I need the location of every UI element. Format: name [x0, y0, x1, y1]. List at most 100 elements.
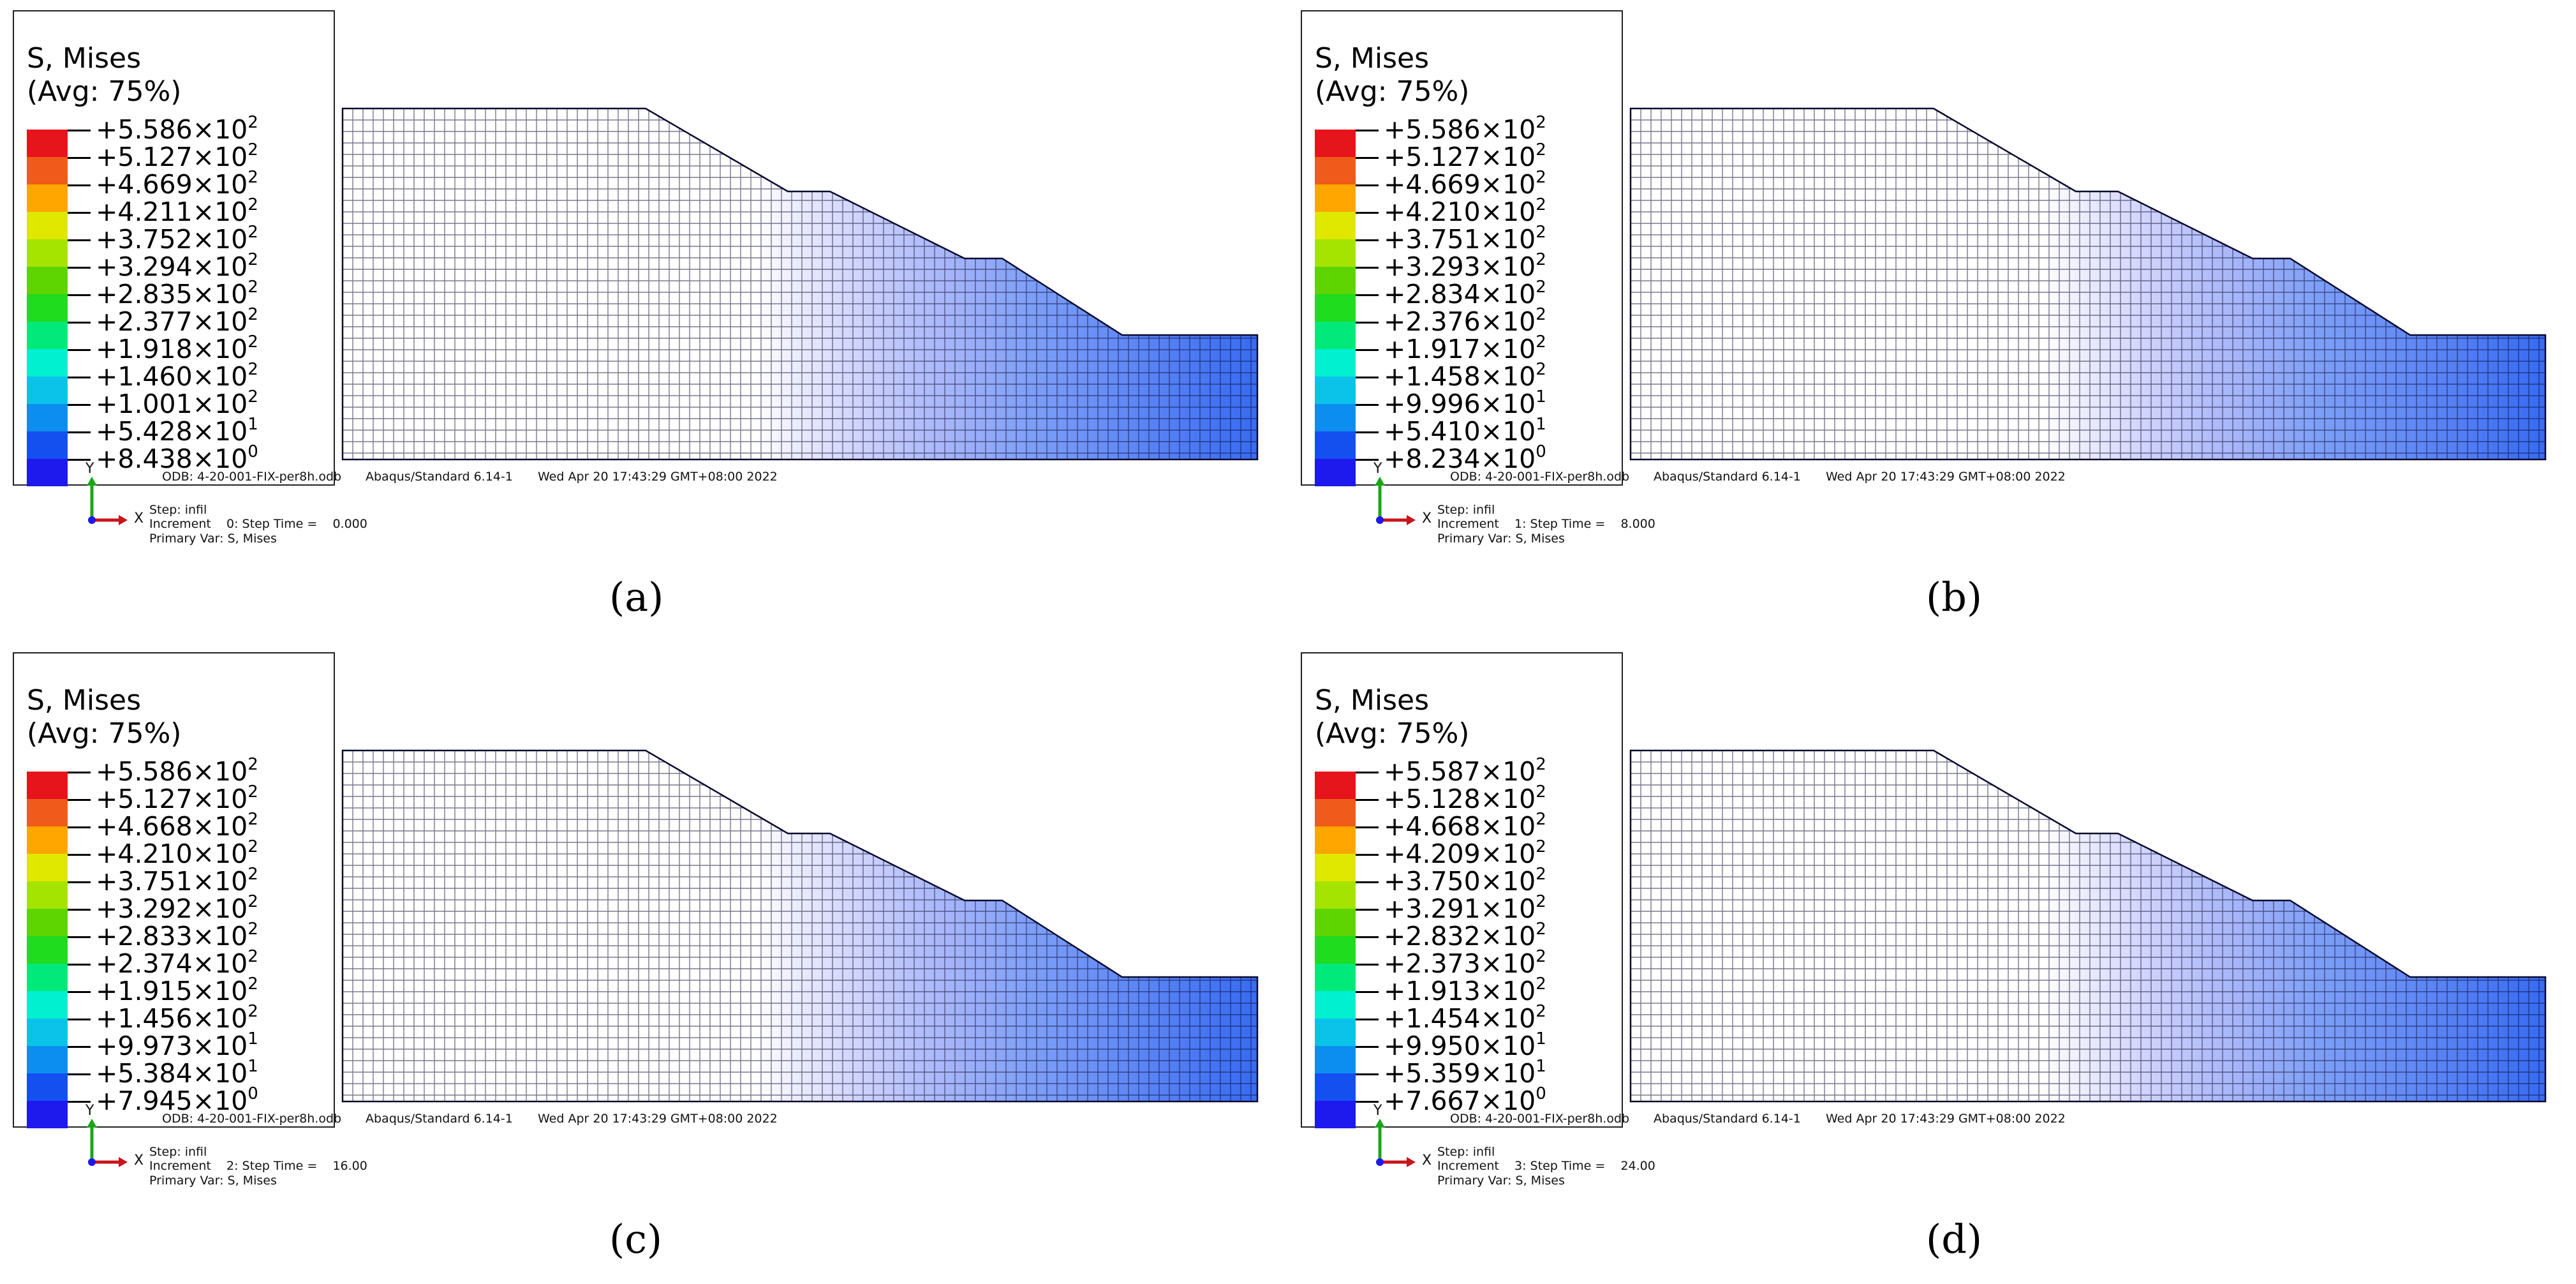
legend-value: +5.586×102 — [96, 756, 258, 785]
slope-mesh-contour — [1629, 107, 2547, 461]
legend-value: +4.668×102 — [96, 811, 258, 842]
legend-value: +7.667×100 — [1384, 1086, 1546, 1114]
legend-value: +7.945×100 — [96, 1086, 258, 1114]
legend-value: +3.292×102 — [96, 893, 258, 924]
axis-y-label: Y — [85, 461, 94, 477]
legend-swatch — [27, 459, 68, 486]
legend-tick — [68, 854, 91, 856]
legend-value: +3.752×102 — [96, 224, 258, 253]
legend-mantissa: +5.127×10 — [96, 142, 248, 172]
legend-value: +1.913×102 — [1384, 976, 1546, 1004]
legend-exponent: 0 — [1536, 442, 1546, 461]
legend-swatch — [27, 964, 68, 991]
legend-tick — [1356, 799, 1379, 801]
legend-value: +1.915×102 — [96, 976, 258, 1004]
legend-value: +5.359×101 — [1384, 1058, 1546, 1087]
legend-tick — [1356, 349, 1379, 351]
legend-tick — [68, 294, 91, 296]
legend-mantissa: +5.410×10 — [1384, 416, 1536, 447]
axis-x-label: X — [1422, 1153, 1432, 1168]
legend-tick — [68, 239, 91, 241]
legend-value: +8.438×100 — [96, 444, 258, 472]
slope-mesh-contour — [341, 107, 1259, 461]
legend-mantissa: +5.128×10 — [1384, 784, 1536, 814]
legend-mantissa: +4.669×10 — [1384, 169, 1536, 200]
legend-swatch — [27, 377, 68, 404]
panel-caption: (c) — [609, 1216, 663, 1262]
legend-mantissa: +2.377×10 — [96, 306, 248, 337]
legend-subtitle: (Avg: 75%) — [1315, 75, 1470, 108]
legend-mantissa: +2.833×10 — [96, 921, 248, 952]
axis-x-label: X — [134, 1153, 144, 1168]
solver-version: Abaqus/Standard 6.14-1 — [366, 470, 513, 484]
legend-exponent: 2 — [1536, 223, 1546, 242]
legend-value: +2.376×102 — [1384, 306, 1546, 335]
legend-exponent: 1 — [1536, 1057, 1546, 1076]
legend-mantissa: +5.586×10 — [96, 114, 248, 145]
legend-tick — [68, 991, 91, 993]
legend-mantissa: +4.668×10 — [1384, 811, 1536, 842]
legend-swatch — [27, 294, 68, 322]
legend-value: +1.458×102 — [1384, 361, 1546, 390]
legend-tick — [68, 1046, 91, 1048]
legend-value: +5.127×102 — [96, 142, 258, 172]
legend-swatch — [1315, 267, 1356, 294]
step-info-line: Step: infil — [1437, 1145, 1495, 1159]
legend-mantissa: +3.292×10 — [96, 893, 248, 924]
legend-tick — [1356, 431, 1379, 433]
legend-tick — [1356, 1101, 1379, 1103]
legend-swatch — [1315, 909, 1356, 936]
legend-swatch — [1315, 431, 1356, 459]
legend-value: +5.384×101 — [96, 1058, 258, 1087]
legend-exponent: 2 — [248, 865, 258, 884]
legend-mantissa: +5.586×10 — [1384, 114, 1536, 145]
axis-triad — [1375, 1119, 1416, 1167]
legend-value: +1.917×102 — [1384, 334, 1546, 362]
legend-exponent: 2 — [248, 140, 258, 160]
contour-panel: S, Mises (Avg: 75%) +5.586×102 +5.127×102 +4… — [0, 0, 1288, 642]
odb-filename: ODB: 4-20-001-FIX-per8h.odb — [1450, 1112, 1630, 1126]
legend-tick — [1356, 1019, 1379, 1020]
legend-exponent: 2 — [1536, 892, 1546, 911]
legend-title: S, Mises — [27, 684, 142, 717]
legend-swatch — [27, 431, 68, 459]
legend-swatch — [27, 799, 68, 826]
legend-swatch — [1315, 322, 1356, 349]
legend-value: +5.587×102 — [1384, 756, 1546, 785]
legend-swatch — [1315, 294, 1356, 322]
legend-exponent: 1 — [248, 1029, 258, 1049]
legend-tick — [68, 404, 91, 406]
legend-tick — [68, 212, 91, 214]
legend-mantissa: +4.669×10 — [96, 169, 248, 200]
legend-swatch — [1315, 212, 1356, 239]
legend-exponent: 2 — [248, 305, 258, 324]
step-info-line: Increment 0: Step Time = 0.000 — [149, 517, 367, 532]
legend-tick — [1356, 881, 1379, 883]
step-info-line: Increment 1: Step Time = 8.000 — [1437, 517, 1655, 532]
contour-panel: S, Mises (Avg: 75%) +5.587×102 +5.128×102 +4… — [1288, 642, 2576, 1284]
legend-swatch — [1315, 1073, 1356, 1101]
legend-value: +4.210×102 — [96, 839, 258, 869]
legend-exponent: 2 — [1536, 278, 1546, 297]
legend-tick — [68, 459, 91, 461]
legend-mantissa: +9.996×10 — [1384, 389, 1536, 419]
legend-value: +3.750×102 — [1384, 866, 1546, 895]
legend-tick — [1356, 404, 1379, 406]
legend-exponent: 2 — [248, 837, 258, 856]
legend-swatch — [27, 1019, 68, 1046]
legend-tick — [68, 184, 91, 186]
legend-swatch — [27, 881, 68, 909]
step-info: Step: infil Increment 3: Step Time = 24.0… — [1437, 1145, 1655, 1188]
legend-swatch — [1315, 991, 1356, 1019]
legend-swatch — [27, 909, 68, 936]
legend-value: +2.833×102 — [96, 921, 258, 952]
legend-tick — [68, 349, 91, 351]
legend-exponent: 2 — [248, 195, 258, 214]
legend-tick — [1356, 212, 1379, 214]
legend-mantissa: +4.210×10 — [96, 839, 248, 869]
legend-tick — [1356, 854, 1379, 856]
legend-tick — [1356, 377, 1379, 378]
legend-tick — [68, 130, 91, 131]
contour-panel: S, Mises (Avg: 75%) +5.586×102 +5.127×102 +4… — [1288, 0, 2576, 642]
legend-mantissa: +4.668×10 — [96, 811, 248, 842]
